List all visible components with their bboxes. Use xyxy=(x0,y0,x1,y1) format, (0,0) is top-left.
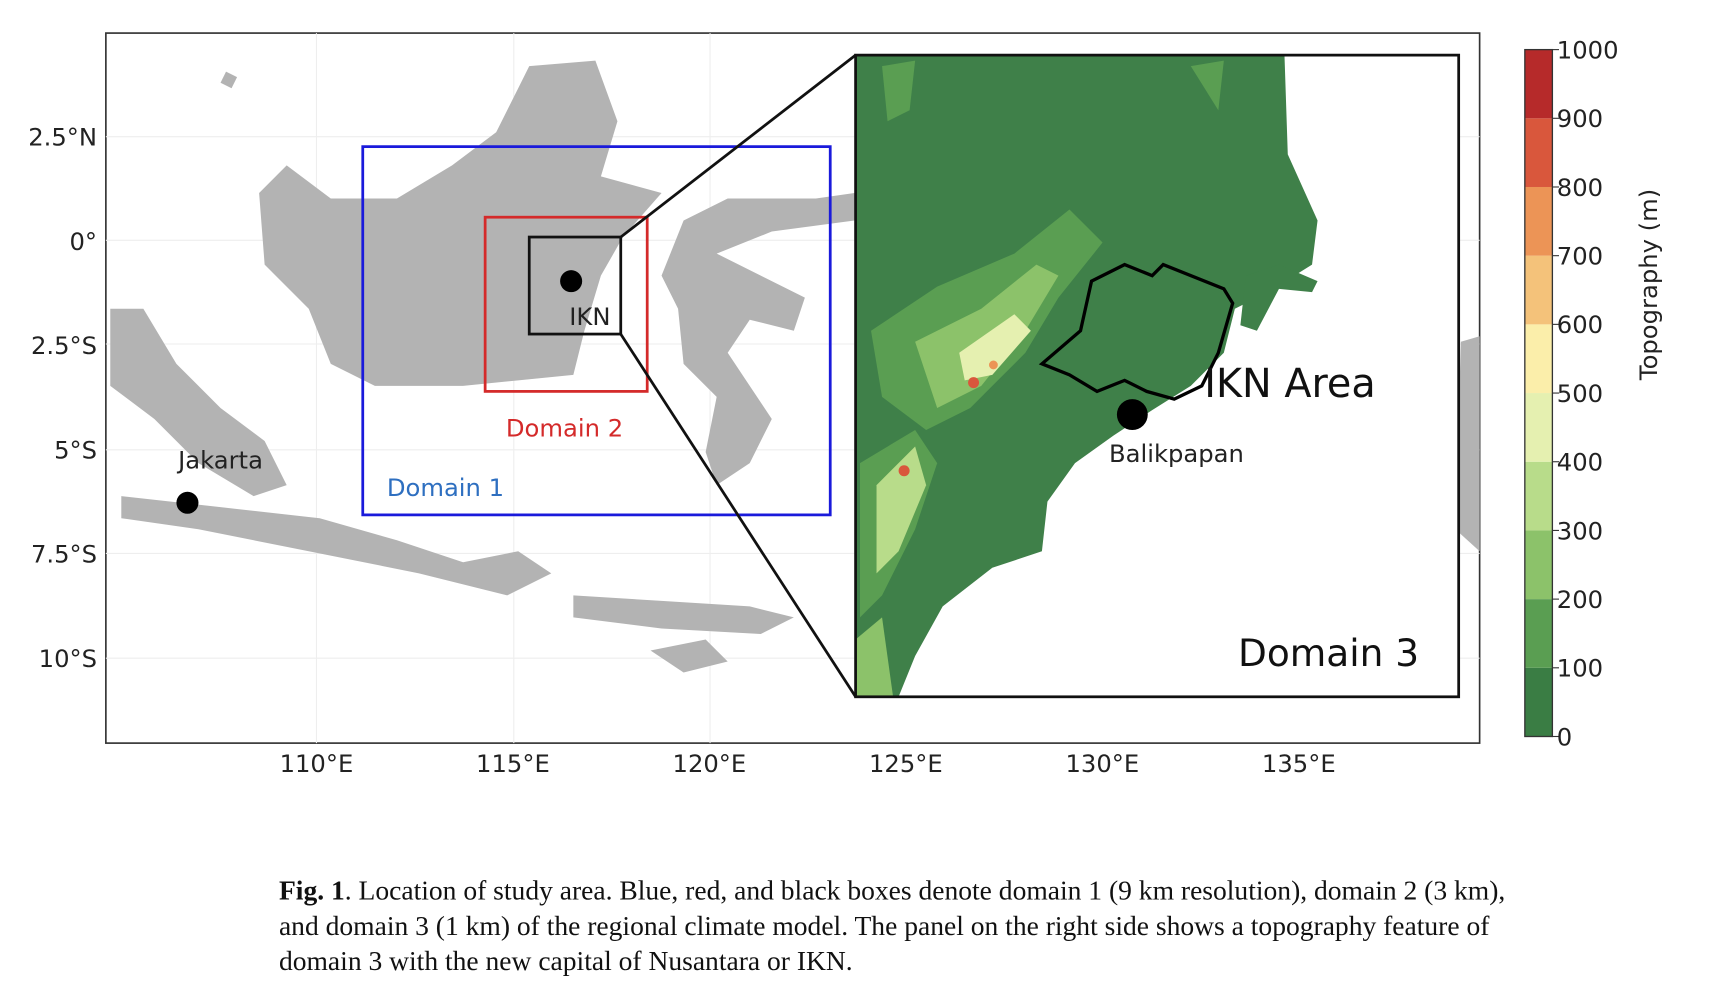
x-tick-label: 135°E xyxy=(1262,749,1336,778)
sea xyxy=(898,55,1459,697)
domain-3-label: Domain 3 xyxy=(1238,631,1419,675)
colorbar-tick-label: 700 xyxy=(1557,241,1603,270)
caption: Fig. 1. Location of study area. Blue, re… xyxy=(279,875,1505,977)
y-ticks: 2.5°N 0° 2.5°S 5°S 7.5°S 10°S xyxy=(28,123,97,673)
ikn-label: IKN xyxy=(569,302,610,331)
y-tick-label: 5°S xyxy=(54,435,97,464)
colorbar-band xyxy=(1524,461,1553,531)
x-tick-label: 125°E xyxy=(869,749,943,778)
x-tick-label: 110°E xyxy=(280,749,354,778)
y-tick-label: 7.5°S xyxy=(31,540,97,569)
y-tick-label: 0° xyxy=(69,227,97,256)
zoom-line xyxy=(619,54,857,239)
land xyxy=(110,60,1480,673)
x-tick-label: 120°E xyxy=(673,749,747,778)
colorbar-band xyxy=(1524,667,1553,737)
colorbar: Topography (m) 0 100 200 300 400 500 600 700 800… xyxy=(1524,35,1663,751)
colorbar-tick-label: 300 xyxy=(1557,516,1603,545)
inset-frame xyxy=(854,53,1461,699)
jakarta-dot xyxy=(176,491,199,514)
colorbar-band xyxy=(1524,255,1553,325)
ikn-area-label: IKN Area xyxy=(1204,361,1375,407)
inset: IKN Area Balikpapan Domain 3 xyxy=(854,53,1461,699)
domain-3-box xyxy=(527,235,623,336)
caption-line: and domain 3 (1 km) of the regional clim… xyxy=(279,910,1490,941)
balikpapan-label: Balikpapan xyxy=(1109,439,1244,468)
colorbar-tick-label: 500 xyxy=(1557,379,1603,408)
caption-line: domain 3 with the new capital of Nusanta… xyxy=(279,945,853,976)
colorbar-band xyxy=(1524,599,1553,668)
colorbar-tick-label: 200 xyxy=(1557,585,1603,614)
ikn-area-outline xyxy=(1038,262,1235,401)
x-ticks: 110°E 115°E 120°E 125°E 130°E 135°E xyxy=(280,749,1336,778)
colorbar-tick-label: 100 xyxy=(1557,654,1603,683)
colorbar-band xyxy=(1524,186,1553,256)
colorbar-band xyxy=(1524,118,1553,187)
topography xyxy=(855,60,1224,697)
colorbar-tick-label: 1000 xyxy=(1557,35,1619,64)
colorbar-tick-label: 0 xyxy=(1557,722,1572,751)
caption-text: . Location of study area. Blue, red, and… xyxy=(345,875,1506,906)
domain-2-label: Domain 2 xyxy=(506,414,623,443)
colorbar-label: Topography (m) xyxy=(1634,189,1663,381)
domain-1-box xyxy=(361,145,832,517)
x-tick-label: 130°E xyxy=(1065,749,1139,778)
y-tick-label: 2.5°S xyxy=(31,331,97,360)
balikpapan-dot xyxy=(1116,399,1148,430)
colorbar-tick-label: 800 xyxy=(1557,173,1603,202)
colorbar-tick-label: 600 xyxy=(1557,310,1603,339)
colorbar-tick-label: 900 xyxy=(1557,104,1603,133)
jakarta-label: Jakarta xyxy=(176,446,263,475)
colorbar-band xyxy=(1524,530,1553,600)
y-tick-label: 10°S xyxy=(39,644,97,673)
zoom-line xyxy=(619,333,857,698)
caption-label: Fig. 1 xyxy=(279,875,345,906)
ikn-dot xyxy=(560,270,583,293)
colorbar-band xyxy=(1524,324,1553,394)
domain-1-label: Domain 1 xyxy=(387,473,504,502)
colorbar-tick-label: 400 xyxy=(1557,448,1603,477)
y-tick-label: 2.5°N xyxy=(28,123,97,152)
domain-2-box xyxy=(483,215,649,393)
caption-line: Fig. 1. Location of study area. Blue, re… xyxy=(279,875,1505,906)
colorbar-band xyxy=(1524,393,1553,462)
delta xyxy=(1240,264,1318,331)
x-tick-label: 115°E xyxy=(476,749,550,778)
colorbar-band xyxy=(1524,49,1553,119)
